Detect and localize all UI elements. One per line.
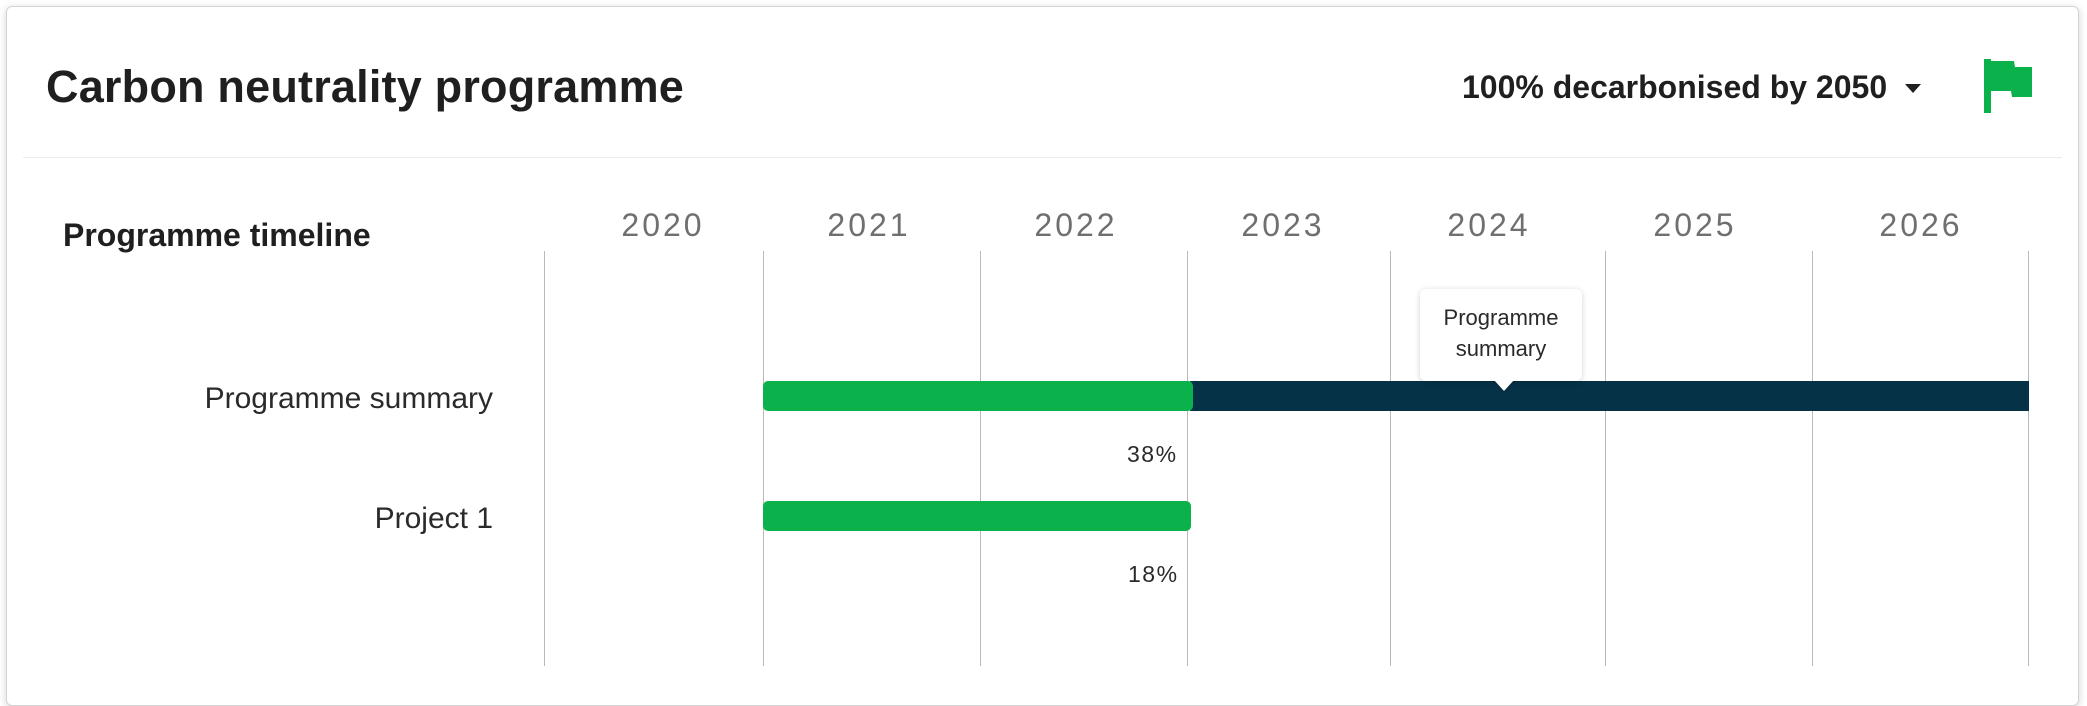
gridline — [2028, 251, 2029, 666]
gridline — [544, 251, 545, 666]
section-title: Programme timeline — [63, 217, 371, 253]
year-label-2023: 2023 — [1241, 207, 1325, 243]
gridline — [1187, 251, 1188, 666]
year-label-2022: 2022 — [1034, 207, 1118, 243]
project-1-progress-bar[interactable] — [763, 501, 1191, 531]
programme-summary-progress-label: 38% — [1127, 441, 1178, 467]
gridline — [1812, 251, 1813, 666]
gridline — [980, 251, 981, 666]
project-1-progress-label: 18% — [1128, 561, 1179, 587]
card-header: Carbon neutrality programme 100% decarbo… — [7, 7, 2078, 157]
target-dropdown[interactable]: 100% decarbonised by 2050 — [1462, 65, 1922, 109]
year-label-2020: 2020 — [621, 207, 705, 243]
row-label-project-1: Project 1 — [374, 502, 493, 535]
year-label-2024: 2024 — [1447, 207, 1531, 243]
programme-summary-progress-bar[interactable] — [763, 381, 1193, 411]
page-title: Carbon neutrality programme — [46, 61, 685, 112]
year-label-2026: 2026 — [1879, 207, 1963, 243]
gridline — [1390, 251, 1391, 666]
target-dropdown-label: 100% decarbonised by 2050 — [1462, 69, 1888, 105]
programme-summary-remaining-bar[interactable] — [1190, 381, 2029, 411]
gridline — [763, 251, 764, 666]
gridline — [1605, 251, 1606, 666]
caret-down-icon — [1905, 83, 1922, 93]
row-label-programme-summary: Programme summary — [204, 382, 493, 415]
year-label-2021: 2021 — [827, 207, 911, 243]
programme-card: Carbon neutrality programme 100% decarbo… — [6, 6, 2079, 706]
bar-tooltip: Programme summary — [1420, 289, 1582, 381]
header-divider — [23, 157, 2062, 158]
flag-icon[interactable] — [1982, 59, 2034, 113]
tooltip-arrow — [1494, 380, 1514, 391]
year-label-2025: 2025 — [1653, 207, 1737, 243]
